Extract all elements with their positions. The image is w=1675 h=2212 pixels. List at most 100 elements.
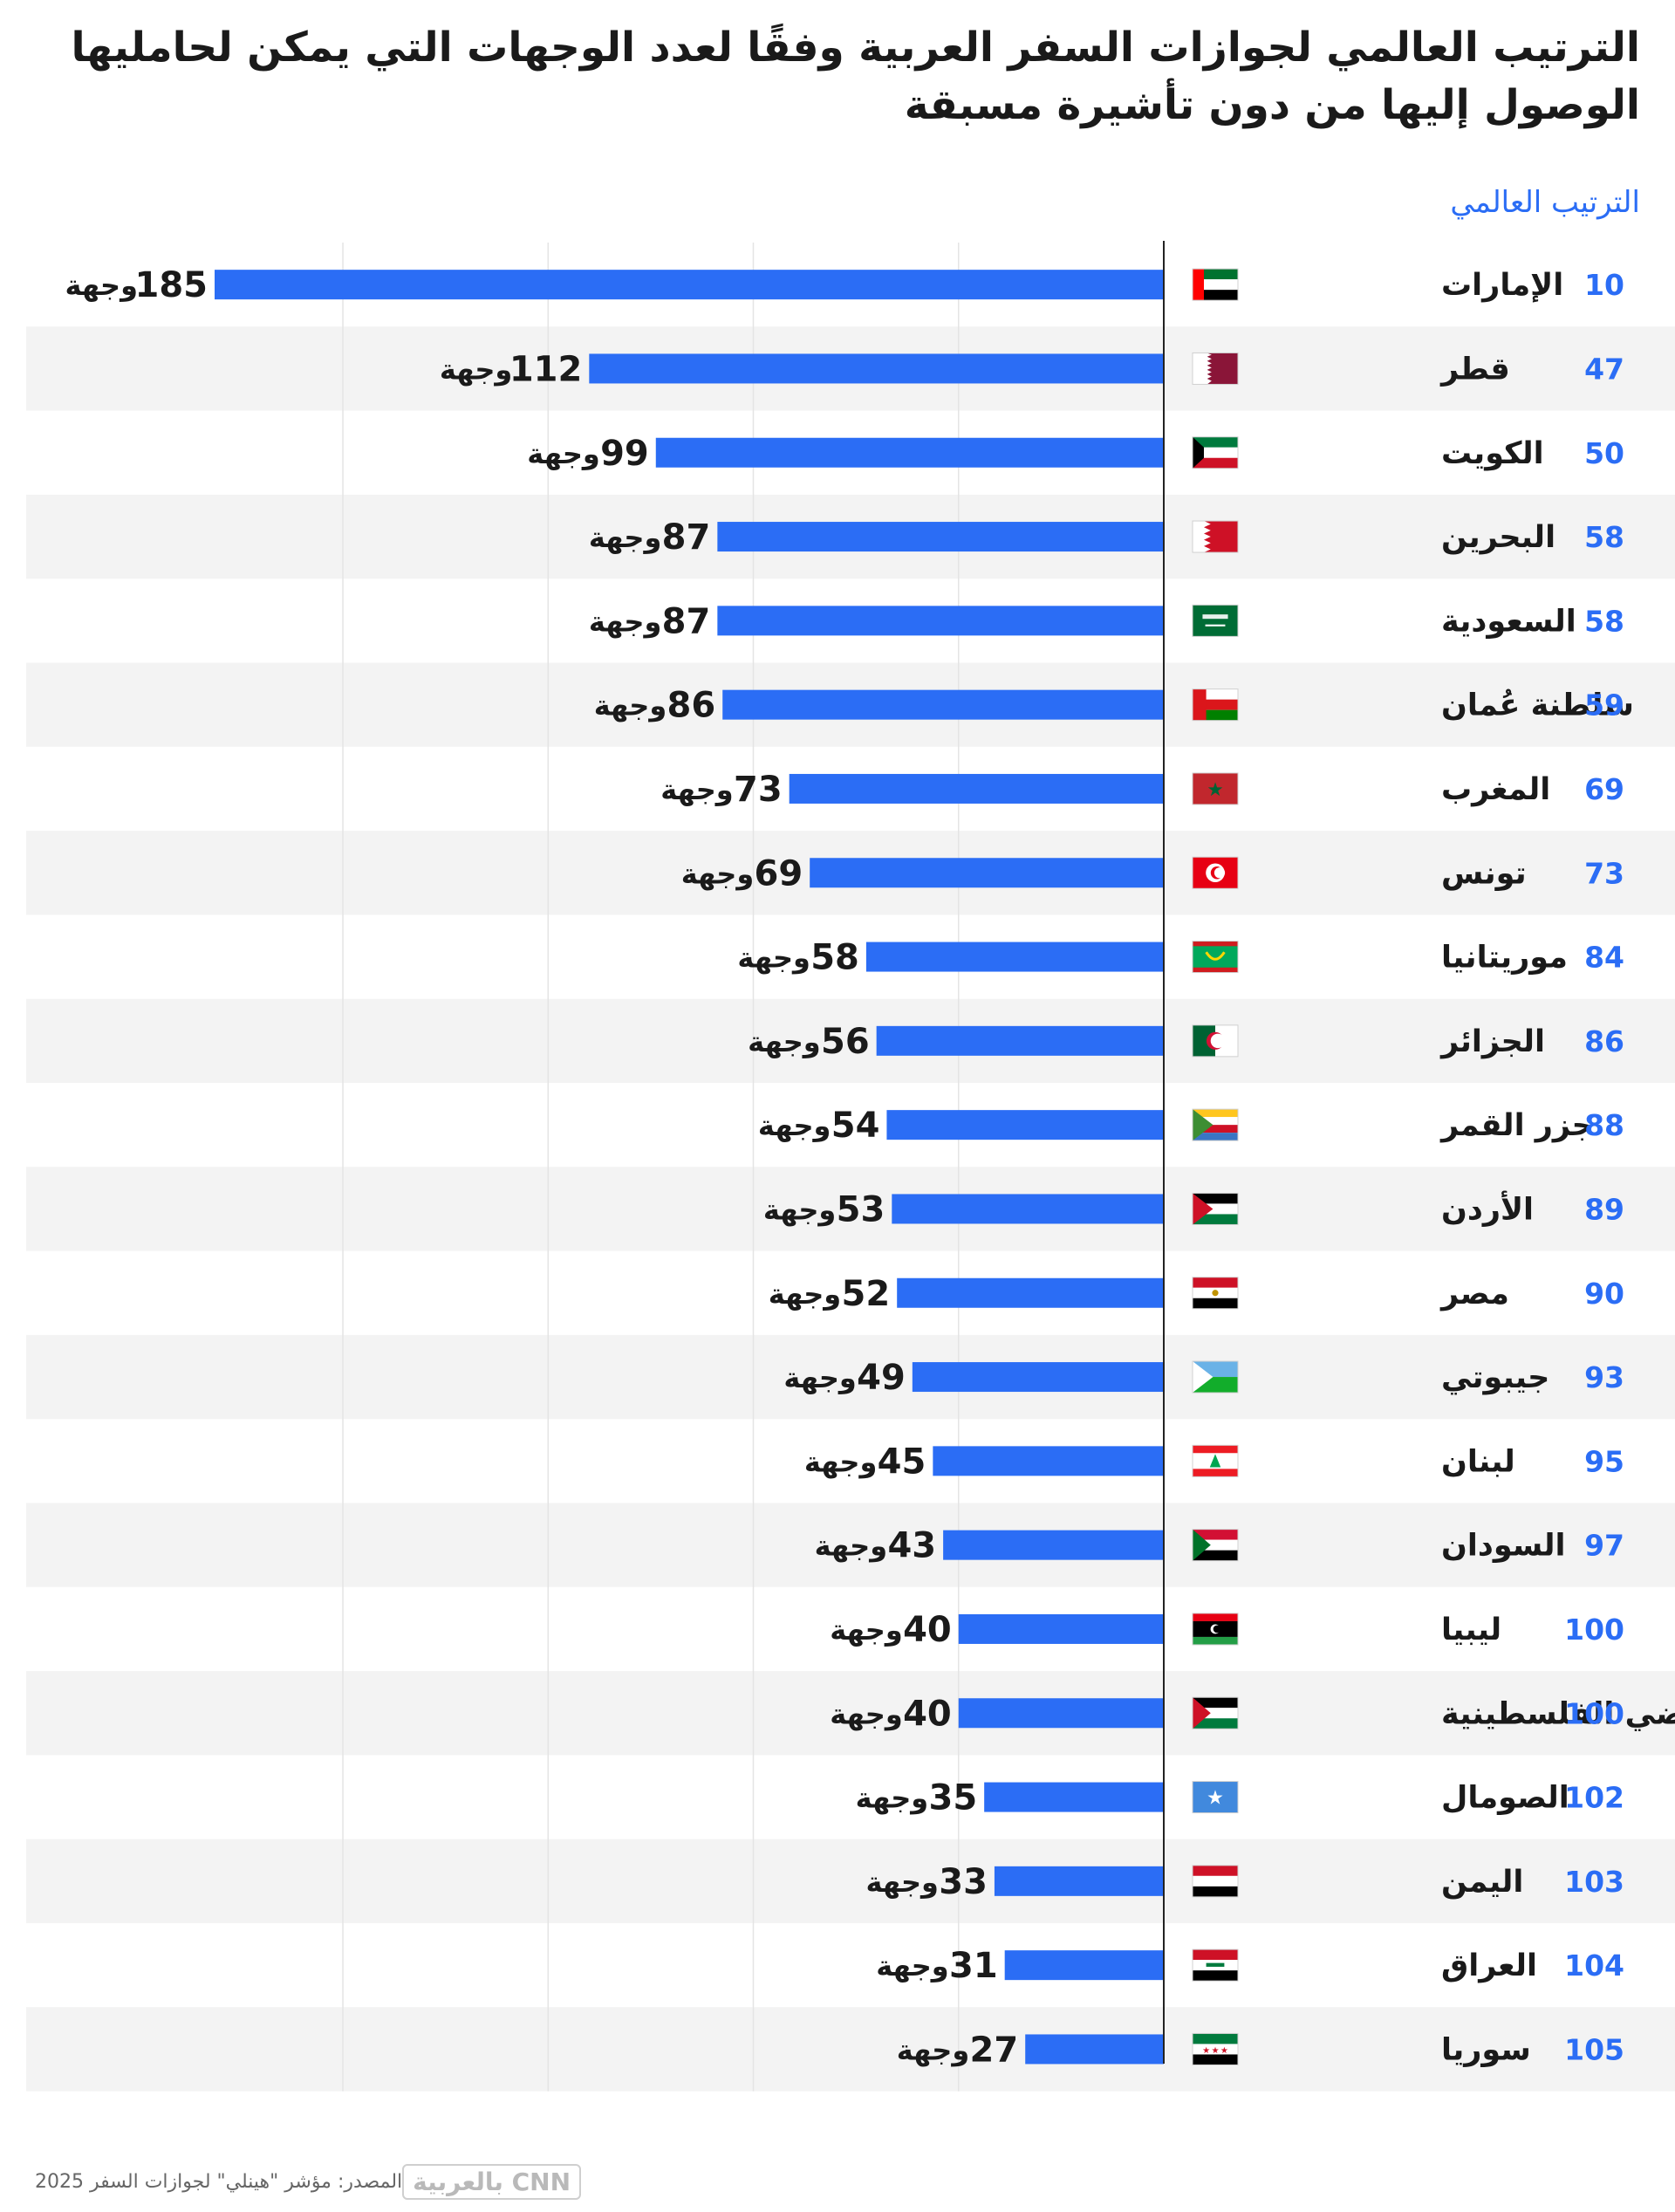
country-label: جزر القمر [1439, 1108, 1594, 1143]
value-label: 58 [810, 938, 859, 978]
bar [912, 1362, 1164, 1393]
bar [886, 1110, 1164, 1140]
rank-label: 73 [1584, 856, 1624, 890]
bar [717, 606, 1164, 636]
value-label: 35 [928, 1778, 977, 1818]
svg-text:★: ★ [1211, 2046, 1219, 2056]
rank-label: 47 [1584, 352, 1624, 386]
footer: CNN بالعربية المصدر: مؤشر "هينلي" لجوازا… [35, 2155, 597, 2208]
bar [717, 522, 1164, 552]
value-label: 31 [949, 1946, 998, 1986]
unit-label: وجهة [594, 689, 667, 722]
country-label: سلطنة عُمان [1441, 688, 1634, 723]
sudan-flag [1192, 1529, 1239, 1562]
value-label: 99 [600, 434, 649, 474]
rank-label: 50 [1584, 436, 1624, 470]
country-label: تونس [1441, 856, 1527, 891]
country-label: السعودية [1441, 604, 1576, 639]
rank-label: 100 [1564, 1696, 1624, 1730]
country-label: البحرين [1441, 520, 1555, 555]
bar [865, 942, 1164, 972]
unit-label: وجهة [804, 1445, 877, 1478]
unit-label: وجهة [830, 1697, 902, 1730]
value-label: 112 [509, 349, 583, 389]
unit-label: وجهة [748, 1025, 820, 1058]
unit-label: وجهة [897, 2033, 969, 2066]
bar [655, 437, 1164, 468]
tunisia-flag [1192, 856, 1239, 889]
value-label: 43 [887, 1526, 936, 1566]
unit-label: وجهة [589, 521, 661, 554]
chart-title: الترتيب العالمي لجوازات السفر العربية وف… [71, 24, 1640, 129]
egypt-flag [1192, 1277, 1239, 1310]
country-label: الصومال [1441, 1781, 1569, 1816]
rank-label: 58 [1584, 520, 1624, 554]
value-label: 53 [837, 1189, 885, 1229]
svg-text:★: ★ [1202, 2046, 1210, 2056]
row-stripe [26, 1839, 1675, 1923]
unit-label: وجهة [830, 1613, 902, 1647]
value-label: 87 [662, 517, 711, 558]
country-label: الأراضي الفلسطينية [1441, 1694, 1675, 1731]
rank-label: 10 [1584, 268, 1624, 302]
country-label: الجزائر [1439, 1024, 1545, 1059]
source-note: المصدر: مؤشر "هينلي" لجوازات السفر 2025 [35, 2170, 403, 2193]
rank-label: 86 [1584, 1024, 1624, 1058]
kuwait-flag [1192, 436, 1239, 469]
country-label: سوريا [1441, 2032, 1531, 2067]
rank-label: 90 [1584, 1277, 1624, 1311]
palestine-flag [1192, 1696, 1239, 1729]
country-label: الكويت [1441, 436, 1544, 471]
rank-label: 93 [1584, 1360, 1624, 1394]
country-label: موريتانيا [1441, 941, 1568, 976]
bar [994, 1866, 1164, 1896]
rank-label: 89 [1584, 1192, 1624, 1226]
lebanon-flag [1192, 1444, 1239, 1477]
row-stripe [26, 1167, 1675, 1251]
rank-label: 103 [1564, 1865, 1624, 1899]
value-label: 56 [821, 1022, 870, 1062]
bar [722, 689, 1164, 720]
row-stripe [26, 1334, 1675, 1420]
brand-logo: CNN بالعربية [402, 2163, 582, 2200]
unit-label: وجهة [737, 942, 810, 975]
bar [943, 1530, 1164, 1560]
unit-label: وجهة [769, 1277, 841, 1311]
uae-flag [1192, 268, 1239, 301]
svg-text:★: ★ [1207, 1786, 1224, 1809]
value-label: 33 [939, 1862, 988, 1902]
rank-label: 59 [1584, 688, 1624, 722]
rank-label: 69 [1584, 772, 1624, 806]
bar [958, 1698, 1164, 1729]
country-label: جيبوتي [1441, 1360, 1549, 1395]
libya-flag [1192, 1613, 1239, 1646]
country-label: ليبيا [1441, 1613, 1501, 1647]
row-stripe [26, 2007, 1675, 2092]
bar [958, 1613, 1164, 1644]
unit-label: وجهة [865, 1866, 938, 1899]
value-label: 49 [857, 1358, 906, 1398]
unit-label: وجهة [815, 1530, 887, 1563]
algeria-flag [1192, 1024, 1239, 1058]
syria-flag: ★ ★ ★ [1192, 2032, 1239, 2065]
value-label: 54 [831, 1106, 880, 1146]
country-label: اليمن [1441, 1865, 1523, 1900]
unit-label: وجهة [876, 1949, 948, 1983]
bar [789, 773, 1164, 804]
